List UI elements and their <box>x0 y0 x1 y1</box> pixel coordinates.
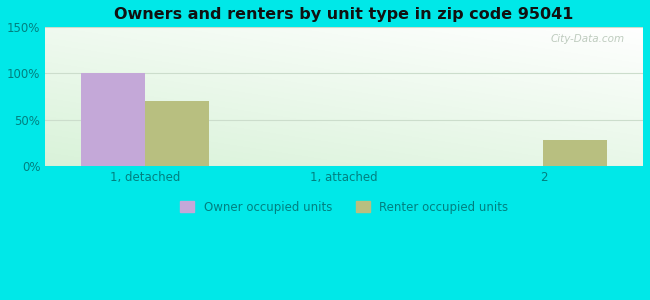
Legend: Owner occupied units, Renter occupied units: Owner occupied units, Renter occupied un… <box>176 196 513 218</box>
Bar <box>145 101 209 166</box>
Text: City-Data.com: City-Data.com <box>551 34 625 44</box>
Title: Owners and renters by unit type in zip code 95041: Owners and renters by unit type in zip c… <box>114 7 574 22</box>
Bar <box>543 140 607 166</box>
Bar <box>81 74 145 166</box>
